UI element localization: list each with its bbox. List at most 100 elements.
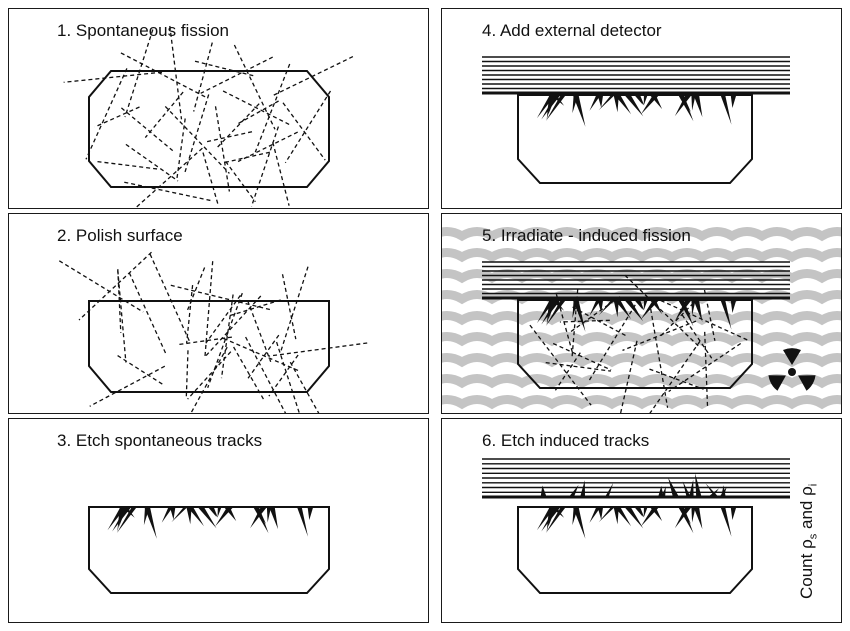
etched-track [597,300,604,313]
fission-track [185,285,194,344]
crystal-grain [88,70,330,188]
etched-track [597,507,604,520]
etched-track [121,507,135,518]
fission-track [659,297,699,338]
fission-track [85,68,128,160]
etched-track [207,507,217,517]
etched-track [215,507,234,527]
etched-track [548,95,557,115]
etched-induced-tracks [540,473,727,497]
panel-2-drawing [58,251,368,413]
fission-track [250,126,280,207]
fission-track [177,336,232,346]
etched-track [550,95,565,106]
etched-track [118,507,127,527]
fission-track [622,320,697,352]
etched-crystal [88,506,330,594]
panel-3-title: 3. Etch spontaneous tracks [57,431,263,450]
fission-track [233,44,276,130]
fission-track [200,56,273,94]
fission-track [149,253,191,343]
fission-track [247,334,280,379]
fission-track [229,299,281,317]
count-rho-s-and-rho-i-label: Count ρs and ρi [797,483,820,599]
fission-track [289,361,320,413]
etched-track [546,95,553,120]
etched-track [720,95,732,125]
fission-track [125,143,179,182]
fission-track [78,251,152,321]
etched-track [550,507,565,518]
fission-track [205,295,241,344]
external-detector [482,56,790,95]
fission-track [224,151,270,164]
fission-track [587,298,640,383]
fission-track [204,131,253,143]
panel-1-drawing [63,25,354,208]
panel-3-etch-spontaneous-tracks: 3. Etch spontaneous tracks [8,418,429,623]
fission-track [237,100,279,125]
panel-6-etch-induced-tracks: 6. Etch induced tracks Count ρs and ρi [441,418,842,623]
etched-track [546,300,553,325]
etched-track [643,300,648,311]
etched-track [548,300,557,320]
crystal-mount [517,94,753,184]
fission-track [120,52,209,99]
etched-track [643,95,648,106]
etched-track [730,507,737,520]
fission-track [272,142,290,206]
fission-track [63,71,163,83]
fission-track [134,147,203,208]
fission-track [124,29,154,118]
etched-track [613,300,619,318]
etched-track [693,507,703,530]
panel-6-drawing [482,458,790,594]
fission-track [668,342,742,393]
crystal-mount [517,506,753,594]
panel-6-title: 6. Etch induced tracks [482,431,650,450]
fission-track [97,160,160,170]
external-detector [482,261,790,300]
panel-4-title: 4. Add external detector [482,21,662,40]
fission-track [214,106,231,192]
etched-track [550,300,565,311]
panel-5-irradiate-induced-fission: 5. Irradiate - induced fission [441,213,842,414]
fission-track [281,274,297,340]
irradiation-wave [442,353,841,368]
etched-track [678,95,694,122]
etched-track [730,300,737,313]
fission-track [89,365,166,407]
fission-track [681,314,713,359]
fission-track [185,350,189,398]
etched-track [307,507,314,520]
fission-track [176,118,186,179]
etched-track [682,481,691,497]
fission-track [124,181,213,202]
fission-track [619,340,638,413]
irradiation-wave [442,332,841,347]
etched-spontaneous-tracks [107,507,314,539]
etched-track [572,95,579,114]
panel-2-polish-surface: 2. Polish surface [8,213,429,414]
etched-track [269,507,278,530]
panel-4-add-external-detector: 4. Add external detector [441,8,842,209]
etched-track [597,95,604,108]
etched-track [691,95,696,111]
etched-track [643,507,648,518]
radiation-trefoil-icon [768,348,816,391]
etched-track [169,507,176,520]
panel-4-drawing [482,56,790,184]
etched-track [116,507,137,533]
irradiation-wave [442,395,841,410]
etched-track [540,485,547,497]
fission-track [222,90,290,126]
fission-track [559,319,610,323]
panel-3-drawing [88,506,330,594]
etched-track [580,480,585,497]
fission-track [624,274,699,347]
etched-track [266,507,272,523]
etched-track [658,485,664,497]
fission-track [117,269,122,333]
etched-track [691,507,696,523]
fission-track [128,272,167,355]
